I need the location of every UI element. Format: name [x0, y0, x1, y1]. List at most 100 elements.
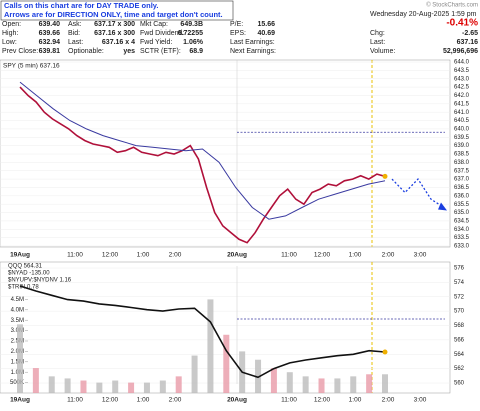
stat-label: Chg:	[370, 30, 385, 37]
x-tick-label: 2:00	[382, 397, 395, 404]
y-tick-label: 562	[454, 366, 465, 372]
y-tick-label: 638.0	[454, 160, 470, 166]
volume-bar	[175, 376, 182, 393]
y-tick-label: 564	[454, 352, 465, 358]
volume-tick-label: 500K	[10, 380, 24, 386]
datetime: Wednesday 20-Aug-2025 1:59 pm	[370, 11, 477, 18]
volume-bar	[80, 380, 87, 393]
last-price	[382, 173, 388, 179]
volume-bar	[112, 380, 119, 393]
notice-box	[0, 0, 234, 21]
last-price	[382, 349, 388, 355]
y-tick-label: 635.0	[454, 210, 470, 216]
stat-label: SCTR (ETF):	[140, 48, 181, 55]
y-tick-label: 643.0	[454, 76, 470, 82]
volume-bar	[128, 382, 135, 393]
stat-value: 637.16 x 300	[94, 30, 135, 37]
y-tick-label: 639.0	[454, 143, 470, 149]
y-tick-label: 634.0	[454, 227, 470, 233]
stat-label: Mkt Cap:	[140, 21, 168, 28]
volume-bar	[159, 380, 166, 393]
volume-bar	[191, 355, 198, 393]
x-tick-label: 1:00	[349, 252, 362, 259]
stat-value: 40.69	[257, 30, 275, 37]
legend-entry: $NYAD -135.00	[8, 271, 50, 277]
x-tick-label: 20Aug	[227, 397, 247, 404]
x-tick-label: 12:00	[314, 252, 331, 259]
x-tick-label: 3:00	[414, 252, 427, 259]
volume-bar	[96, 382, 103, 393]
legend-entry: QQQ 564.31	[8, 264, 43, 270]
volume-bar	[143, 382, 150, 393]
x-tick-label: 1:00	[349, 397, 362, 404]
volume-bar	[318, 378, 325, 393]
projection-arrow	[438, 202, 447, 211]
x-tick-label: 19Aug	[10, 397, 30, 404]
stat-label: Ask:	[68, 21, 82, 28]
x-tick-label: 11:00	[281, 397, 297, 404]
stat-label: EPS:	[230, 30, 246, 37]
stat-label: Next Earnings:	[230, 48, 276, 55]
x-tick-label: 11:00	[67, 397, 83, 404]
projection	[391, 178, 445, 209]
stat-value: 6.72255	[178, 30, 203, 37]
y-tick-label: 641.0	[454, 110, 470, 116]
x-tick-label: 2:00	[382, 252, 395, 259]
volume-tick-label: 3.5M	[11, 318, 24, 324]
stat-value: 1.06%	[183, 39, 204, 46]
volume-bar	[382, 374, 388, 393]
volume-bar	[255, 359, 262, 393]
volume-bar	[366, 374, 373, 393]
y-tick-label: 560	[454, 381, 465, 387]
stat-label: Low:	[2, 39, 17, 46]
stat-label: Bid:	[68, 30, 80, 37]
stat-value: 632.94	[39, 39, 61, 46]
volume-bar	[286, 372, 293, 393]
stat-value: yes	[123, 48, 135, 55]
y-tick-label: 640.5	[454, 118, 470, 124]
chart-title: SPY (5 min) 637.16	[3, 63, 60, 70]
stat-label: P/E:	[230, 21, 243, 28]
stat-value: 52,996,696	[443, 48, 478, 55]
stat-label: Last:	[68, 39, 83, 46]
notice: Calls on this chart are for DAY TRADE on…	[4, 1, 158, 10]
volume-bar	[207, 299, 214, 393]
change-pct: -0.41%	[446, 18, 478, 29]
stat-value: 68.9	[189, 48, 203, 55]
y-tick-label: 637.0	[454, 177, 470, 183]
y-tick-label: 574	[454, 280, 465, 286]
y-tick-label: 568	[454, 323, 465, 329]
volume-tick-label: 4.5M	[11, 297, 24, 303]
y-tick-label: 570	[454, 309, 465, 315]
notice: Arrows are for DIRECTION ONLY, time and …	[4, 10, 223, 19]
volume-bar	[350, 376, 357, 393]
legend-entry: $TRIN 0.78	[8, 285, 39, 291]
x-tick-label: 11:00	[67, 252, 83, 259]
x-tick-label: 12:00	[314, 397, 331, 404]
y-tick-label: 576	[454, 266, 465, 272]
stat-value: 637.17 x 300	[94, 21, 135, 28]
stat-label: Optionable:	[68, 48, 104, 55]
x-tick-label: 2:00	[169, 397, 182, 404]
y-tick-label: 566	[454, 337, 465, 343]
price-line	[19, 81, 386, 220]
y-tick-label: 634.5	[454, 218, 470, 224]
volume-bar	[64, 378, 71, 393]
x-tick-label: 19Aug	[10, 252, 30, 259]
stat-label: Open:	[2, 21, 21, 28]
y-tick-label: 635.5	[454, 202, 470, 208]
stat-label: Last:	[370, 39, 385, 46]
price-line	[19, 86, 386, 244]
x-tick-label: 1:00	[137, 252, 150, 259]
volume-bar	[334, 378, 341, 393]
stat-value: 639.40	[39, 21, 61, 28]
y-tick-label: 641.5	[454, 101, 470, 107]
x-tick-label: 20Aug	[227, 252, 247, 259]
y-tick-label: 642.0	[454, 93, 470, 99]
stat-value: 637.16	[457, 39, 479, 46]
x-tick-label: 1:00	[137, 397, 150, 404]
top-panel	[0, 59, 451, 248]
stat-label: Fwd Dividend:	[140, 30, 184, 37]
x-tick-label: 12:00	[102, 397, 119, 404]
